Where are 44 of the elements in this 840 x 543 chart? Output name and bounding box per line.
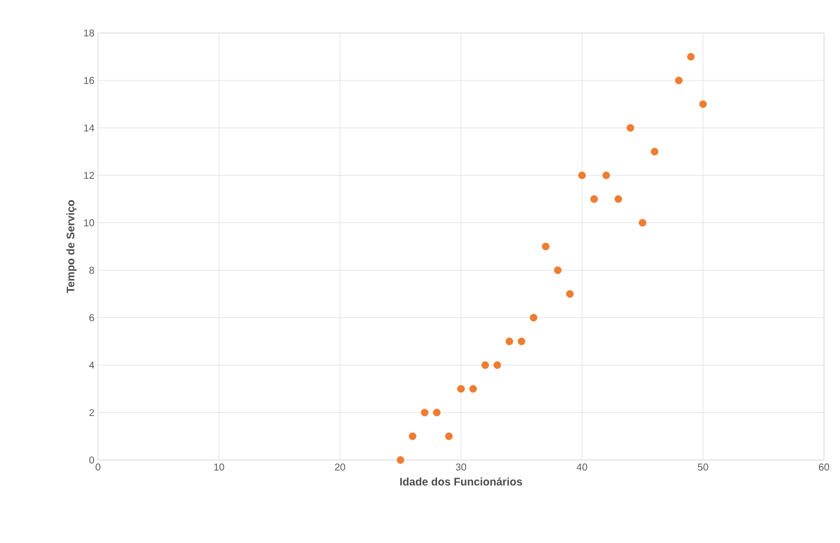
point: [602, 172, 610, 180]
x-tick-label: 50: [698, 464, 708, 471]
point: [469, 385, 477, 393]
y-axis-title: Tempo de Serviço: [66, 200, 77, 294]
point: [481, 361, 489, 369]
y-tick-label: 14: [84, 124, 94, 132]
y-tick-label: 4: [89, 362, 94, 369]
point: [687, 52, 695, 61]
point: [566, 290, 574, 298]
point: [614, 195, 622, 203]
point: [699, 100, 707, 108]
point: [638, 218, 646, 227]
x-tick-label: 30: [456, 464, 466, 471]
point: [590, 195, 598, 203]
y-tick-label: 16: [84, 76, 94, 84]
point: [433, 408, 441, 416]
point: [554, 266, 562, 274]
y-tick-label: 12: [84, 172, 94, 179]
x-tick-label: 20: [334, 464, 346, 471]
point: [408, 432, 416, 440]
point: [542, 242, 550, 250]
point: [494, 361, 502, 369]
x-tick-label: 60: [818, 464, 830, 471]
point: [626, 124, 634, 132]
point: [518, 338, 526, 346]
y-tick-label: 6: [89, 314, 94, 322]
y-tick-label: 18: [84, 29, 94, 37]
point: [675, 76, 683, 84]
x-tick-label: 10: [214, 464, 224, 471]
x-axis-title: Idade dos Funcionários: [400, 477, 522, 486]
y-tick-label: 8: [89, 266, 94, 274]
x-tick-label: 40: [576, 464, 588, 471]
x-tick-label: 0: [96, 464, 100, 471]
point: [506, 338, 514, 346]
point: [530, 314, 538, 322]
point: [445, 432, 453, 440]
point: [457, 385, 465, 393]
point: [420, 408, 428, 416]
y-tick-label: 2: [89, 409, 94, 416]
y-tick-label: 0: [89, 456, 94, 464]
point: [650, 148, 658, 156]
point: [578, 172, 586, 180]
y-tick-label: 10: [84, 219, 94, 226]
point: [396, 456, 404, 464]
